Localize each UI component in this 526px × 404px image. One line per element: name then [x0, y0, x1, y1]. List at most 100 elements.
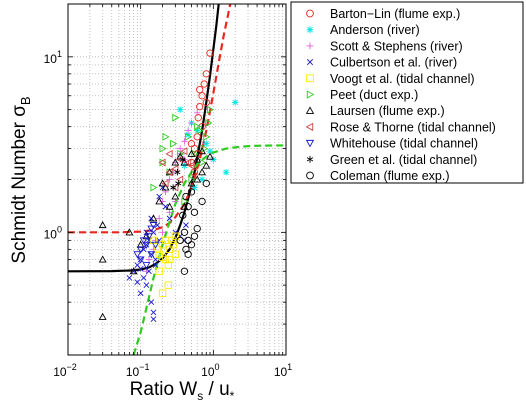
data-point-series-7	[193, 155, 202, 163]
legend-entry: Whitehouse (tidal channel)	[305, 137, 478, 151]
legend-label: Rose & Thorne (tidal channel)	[330, 120, 496, 134]
data-point-series-9	[139, 237, 148, 245]
data-point-series-6	[206, 105, 215, 114]
data-point-series-6	[162, 132, 170, 141]
data-point-series-7	[136, 240, 145, 248]
data-point-series-7	[171, 192, 180, 200]
data-point-series-8	[184, 158, 192, 167]
data-point-series-8	[161, 179, 169, 188]
data-point-series-9	[144, 233, 153, 241]
legend-entry: Voogt et al. (tidal channel)	[306, 72, 475, 86]
data-point-series-4	[148, 251, 155, 258]
data-point-series-3	[188, 119, 195, 127]
data-point-series-3	[166, 176, 173, 183]
data-point-series-4	[143, 241, 150, 248]
data-point-series-10	[170, 184, 177, 191]
y-tick-labels: 100 101	[44, 49, 62, 242]
data-point-series-7	[98, 312, 107, 320]
legend-marker	[306, 155, 314, 163]
data-point-series-3	[184, 127, 192, 134]
data-point-series-6	[172, 113, 180, 122]
data-point-series-6	[185, 132, 193, 141]
data-point-series-11	[182, 192, 190, 201]
legend-marker	[305, 139, 315, 148]
legend-entry: Scott & Stephens (river)	[306, 39, 463, 53]
data-point-series-7	[202, 161, 211, 169]
data-point-series-1	[196, 86, 204, 94]
data-point-series-5	[153, 245, 162, 253]
data-point-series-6	[191, 149, 199, 158]
data-point-series-4	[137, 256, 144, 263]
legend-marker	[306, 74, 314, 83]
data-point-series-4	[126, 275, 133, 281]
data-point-series-3	[194, 109, 201, 116]
data-point-series-9	[142, 241, 151, 249]
data-point-series-6	[170, 139, 178, 148]
data-point-series-5	[164, 281, 172, 289]
data-point-series-1	[202, 98, 210, 107]
data-point-series-7	[187, 179, 196, 187]
data-point-series-7	[149, 214, 158, 222]
legend-entry: Culbertson et al. (river)	[306, 56, 457, 70]
data-point-series-7	[171, 158, 180, 166]
data-point-series-10	[179, 156, 186, 163]
x-axis-title-sub: s	[197, 389, 203, 403]
data-point-series-5	[155, 267, 163, 275]
data-point-series-10	[175, 180, 182, 187]
data-point-series-9	[147, 251, 156, 259]
data-point-series-11	[180, 228, 189, 236]
data-point-series-2	[181, 162, 188, 169]
legend-marker	[306, 171, 314, 180]
data-point-series-2	[203, 140, 210, 147]
legend-label: Whitehouse (tidal channel)	[330, 137, 478, 151]
x-tick-label: 100	[201, 362, 219, 379]
data-point-series-11	[180, 267, 189, 275]
x-tick-label: 10−2	[53, 362, 77, 379]
data-point-series-3	[159, 229, 166, 236]
data-point-series-4	[130, 268, 137, 275]
data-point-series-1	[200, 80, 208, 88]
data-point-series-4	[150, 309, 157, 316]
data-point-series-11	[179, 211, 187, 219]
legend-marker	[306, 59, 314, 66]
data-point-series-6	[205, 118, 213, 127]
legend-label: Anderson (river)	[330, 23, 420, 37]
data-point-series-8	[171, 183, 179, 192]
data-point-series-4	[150, 316, 157, 323]
data-point-series-9	[149, 222, 158, 230]
data-point-series-6	[150, 183, 158, 192]
data-point-series-9	[133, 251, 142, 259]
data-point-series-6	[196, 126, 204, 135]
legend-box	[290, 1, 524, 184]
legend-marker	[305, 106, 315, 114]
legend-entry: Rose & Thorne (tidal channel)	[305, 120, 496, 134]
data-point-series-5	[158, 241, 167, 249]
y-tick-label: 100	[44, 224, 62, 241]
legend: Barton−Lin (flume exp.) Anderson (river) S…	[290, 1, 524, 184]
data-point-series-7	[155, 197, 164, 205]
data-point-series-11	[184, 203, 192, 211]
data-point-series-11	[202, 179, 210, 188]
legend-label: Scott & Stephens (river)	[330, 39, 463, 53]
data-point-series-11	[190, 232, 199, 240]
legend-marker	[306, 42, 314, 50]
data-point-series-2	[177, 106, 184, 113]
y-axis-title: Schmidt Number σB	[9, 96, 33, 263]
data-point-series-4	[134, 279, 141, 286]
data-point-series-1	[198, 92, 206, 100]
data-point-series-6	[159, 144, 167, 153]
data-point-series-4	[143, 282, 150, 289]
data-point-series-8	[176, 175, 184, 184]
data-point-series-4	[140, 275, 147, 281]
axis-ticks	[67, 3, 286, 356]
data-point-series-11	[193, 224, 201, 233]
y-tick-label: 101	[44, 49, 62, 66]
legend-entry: Peet (duct exp.)	[306, 88, 418, 102]
data-point-series-4	[137, 265, 144, 272]
data-point-series-7	[129, 267, 138, 275]
data-point-series-11	[176, 236, 184, 245]
legend-entry: Laursen (flume exp.)	[305, 104, 445, 118]
data-point-series-9	[147, 225, 156, 233]
data-point-series-7	[98, 220, 107, 229]
data-point-series-11	[184, 250, 192, 258]
